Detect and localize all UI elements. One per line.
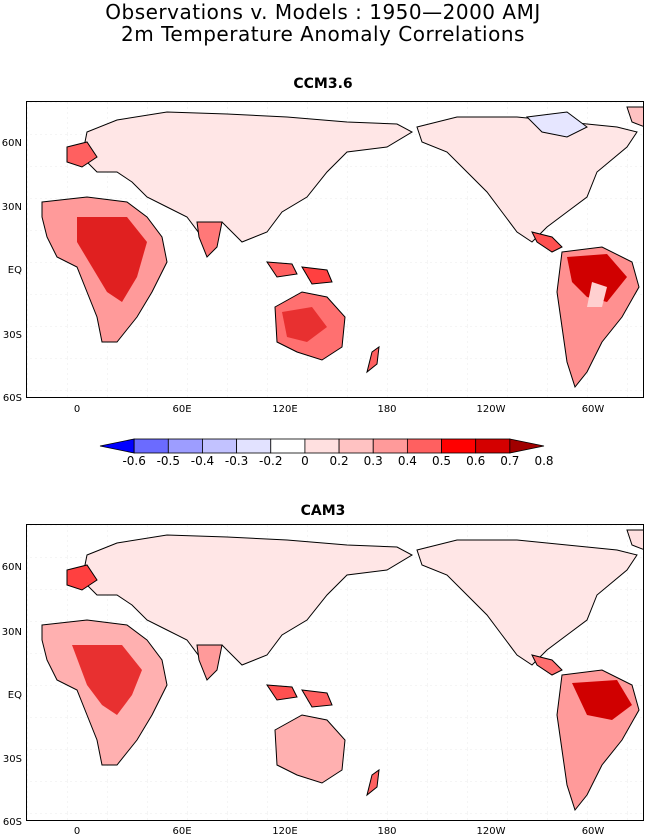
lon-label-60w: 60W [581, 404, 605, 415]
colorbar-tick-label: 0.4 [398, 454, 417, 468]
colorbar-tick-label: -0.3 [225, 454, 248, 468]
lat-label-60n: 60N [1, 138, 22, 149]
colorbar-tick-label: 0.8 [534, 454, 553, 468]
map-ccm[interactable] [26, 101, 644, 398]
colorbar-swatch [202, 438, 238, 454]
lon-label-60e-2: 60E [172, 826, 192, 837]
lon-label-0-2: 0 [73, 826, 81, 837]
figure-title-line1: Observations v. Models : 1950—2000 AMJ [105, 0, 541, 24]
lat-label-eq-2: EQ [7, 690, 22, 701]
colorbar-tick-label: 0.5 [432, 454, 451, 468]
colorbar-swatch [475, 438, 511, 454]
lat-label-30s-2: 30S [2, 754, 22, 765]
colorbar-tick-label: -0.5 [157, 454, 180, 468]
colorbar-swatch [167, 438, 203, 454]
colorbar-tick-label: 0.3 [364, 454, 383, 468]
colorbar-swatch [338, 438, 374, 454]
lat-label-60n-2: 60N [1, 562, 22, 573]
lon-label-120w-2: 120W [476, 826, 506, 837]
colorbar-swatch [406, 438, 442, 454]
lon-label-0: 0 [73, 404, 81, 415]
colorbar-tick-label: -0.6 [122, 454, 145, 468]
lat-label-60s-2: 60S [2, 817, 22, 828]
colorbar-swatch [372, 438, 408, 454]
colorbar-tick-label: 0.2 [330, 454, 349, 468]
panel-title-ccm: CCM3.6 [293, 76, 353, 92]
lon-label-60e: 60E [172, 404, 192, 415]
lon-label-60w-2: 60W [581, 826, 605, 837]
colorbar-swatch [99, 438, 135, 454]
colorbar: -0.6 -0.5 -0.4 -0.3 -0.2 0 0.2 0.3 0.4 0.5 0.6 0.7 0… [90, 437, 554, 471]
colorbar-tick-label: 0 [301, 454, 309, 468]
colorbar-swatch [236, 438, 272, 454]
colorbar-swatch [441, 438, 477, 454]
map-cam-svg [27, 525, 643, 820]
colorbar-swatch [133, 438, 169, 454]
land-eurasia [81, 111, 414, 243]
lon-label-120e: 120E [272, 404, 298, 415]
colorbar-swatch [509, 438, 545, 454]
colorbar-swatch [304, 438, 340, 454]
lat-label-eq: EQ [7, 265, 22, 276]
lat-label-30s: 30S [2, 330, 22, 341]
lat-label-60s: 60S [2, 393, 22, 404]
map-ccm-svg [27, 102, 643, 397]
figure-title-line2: 2m Temperature Anomaly Correlations [121, 22, 525, 46]
colorbar-tick-label: -0.2 [259, 454, 282, 468]
colorbar-swatch [270, 438, 306, 454]
colorbar-tick-label: 0.7 [500, 454, 519, 468]
lon-label-180: 180 [377, 404, 397, 415]
lat-label-30n: 30N [1, 202, 22, 213]
colorbar-tick-label: -0.4 [191, 454, 214, 468]
map-cam[interactable] [26, 524, 644, 821]
land-india [196, 221, 223, 258]
colorbar-tick-label: 0.6 [466, 454, 485, 468]
panel-title-cam: CAM3 [300, 503, 346, 519]
colorbar-svg: -0.6 -0.5 -0.4 -0.3 -0.2 0 0.2 0.3 0.4 0.5 0.6 0.7 0… [99, 438, 554, 468]
lat-label-30n-2: 30N [1, 627, 22, 638]
lon-label-180-2: 180 [377, 826, 397, 837]
lon-label-120w: 120W [476, 404, 506, 415]
lon-label-120e-2: 120E [272, 826, 298, 837]
